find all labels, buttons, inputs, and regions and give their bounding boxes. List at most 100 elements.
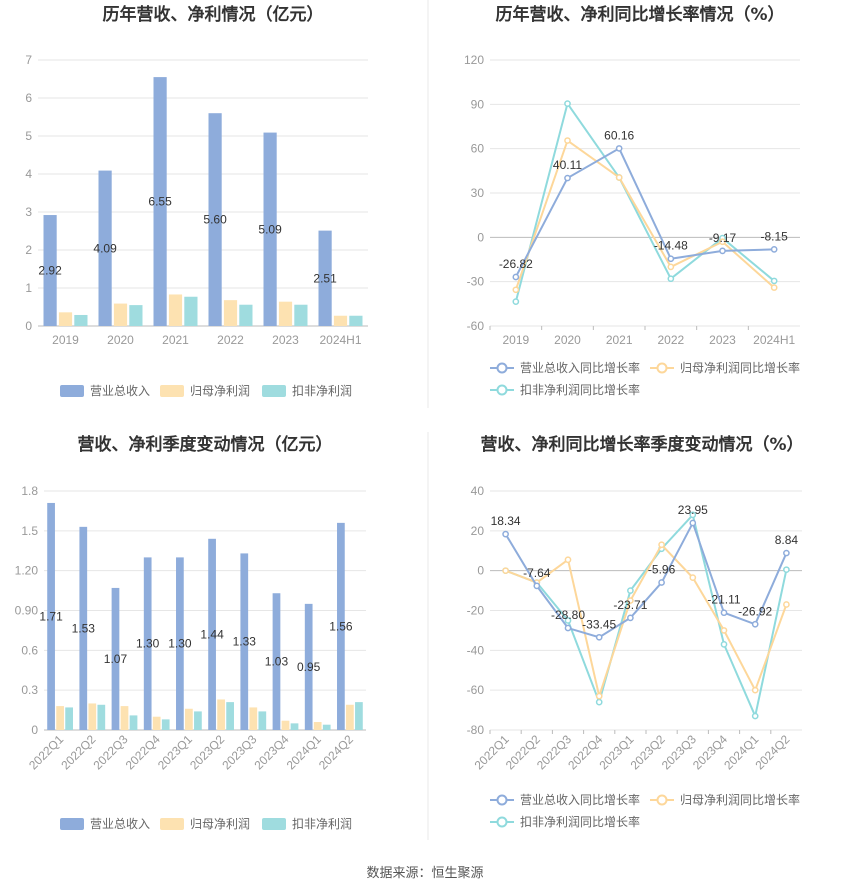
chart-panel-1: 历年营收、净利情况（亿元） 0 1 2 3 4 5 6 7 2019 2020 2021 2022 202… (25, 4, 368, 398)
legend-label: 营业总收入同比增长率 (520, 792, 640, 807)
y-tick-label: 0.90 (15, 604, 39, 618)
legend-label: 营业总收入 (90, 384, 150, 398)
legend-item-3[interactable]: 扣非净利润同比增长率 (490, 814, 640, 829)
series-point-2-2023Q2 (658, 541, 665, 549)
y-tick-label: 20 (471, 524, 485, 538)
bar-1-2022Q2 (79, 526, 88, 730)
x-tick-label: 2023Q4 (252, 732, 292, 772)
y-tick-label: 0.3 (21, 683, 38, 697)
y-tick-label: 1.8 (21, 484, 38, 498)
bar-1-2019 (43, 215, 57, 326)
series-point-2-2024Q2 (783, 601, 790, 608)
y-tick-label: 3 (25, 205, 32, 219)
line-data-label: -14.48 (654, 239, 688, 253)
bar-data-label: 1.71 (39, 609, 63, 623)
y-tick-label: -30 (467, 275, 485, 289)
legend-item-2[interactable]: 归母净利润 (160, 384, 250, 398)
legend-item-1[interactable]: 营业总收入同比增长率 (490, 792, 640, 807)
series-point-1-2024Q1 (751, 620, 759, 628)
line-data-label: -23.71 (613, 598, 647, 612)
series-point-3-2022 (667, 275, 675, 283)
series-point-1-2023 (719, 247, 726, 255)
series-point-1-2020 (564, 174, 571, 182)
y-tick-label: 30 (471, 186, 485, 200)
series-line-3 (505, 512, 788, 720)
line-data-label: 60.16 (604, 128, 634, 142)
legend-swatch-marker (496, 384, 508, 396)
bar-data-label: 1.56 (329, 619, 353, 633)
series-point-2-2022 (667, 263, 675, 271)
legend-swatch-marker (496, 816, 508, 828)
legend-item-3[interactable]: 扣非净利润 (262, 817, 352, 831)
bar-2-2022Q3 (120, 706, 129, 730)
x-tick-label: 2020 (554, 333, 581, 347)
series-point-1-2024Q2 (783, 549, 790, 557)
bar-2-2023 (278, 301, 293, 326)
bar-1-2022 (208, 113, 222, 326)
series-point-2-2022Q3 (564, 556, 572, 564)
bar-2-2023Q1 (185, 708, 193, 730)
series-point-3-2024H1 (770, 277, 778, 285)
series-point-3-2019 (512, 298, 520, 305)
y-tick-label: -60 (467, 683, 485, 697)
series-point-2-2023Q4 (720, 627, 728, 634)
legend-item-1[interactable]: 营业总收入同比增长率 (490, 360, 640, 375)
y-tick-label: -80 (467, 723, 485, 737)
y-tick-label: 60 (471, 142, 485, 156)
bar-2-2019 (58, 312, 73, 326)
chart-panel-4: 营收、净利同比增长率季度变动情况（%）-80-60-40-20020402022… (467, 434, 804, 829)
bar-3-2024H1 (349, 315, 363, 326)
legend-item-3[interactable]: 扣非净利润 (262, 384, 352, 398)
bar-data-label: 1.33 (233, 635, 257, 649)
series-point-3-2022Q3 (564, 617, 572, 624)
bar-1-2023Q2 (208, 538, 216, 730)
y-tick-label: 0 (31, 723, 38, 737)
x-tick-label: 2023Q1 (155, 732, 195, 772)
series-point-1-2023Q2 (658, 579, 665, 586)
bar-3-2024Q1 (322, 724, 331, 730)
bar-data-label: 1.44 (200, 627, 224, 641)
legend-swatch-marker (496, 362, 508, 374)
legend-item-2[interactable]: 归母净利润同比增长率 (650, 792, 800, 807)
bar-data-label: 5.09 (258, 222, 282, 236)
bar-3-2022Q2 (97, 704, 106, 730)
bar-1-2023Q1 (176, 557, 184, 730)
bar-data-label: 5.60 (203, 213, 227, 227)
line-data-label: -9.17 (709, 231, 737, 245)
x-tick-label: 2024H1 (319, 333, 361, 347)
series-line-2 (514, 138, 775, 291)
series-point-1-2023Q3 (689, 519, 697, 527)
y-tick-label: 90 (471, 97, 485, 111)
series-point-2-2023Q1 (627, 597, 634, 604)
bar-1-2024Q1 (304, 603, 313, 730)
bar-1-2023Q3 (240, 553, 249, 730)
y-tick-label: 40 (471, 484, 485, 498)
legend-item-2[interactable]: 归母净利润同比增长率 (650, 360, 800, 375)
legend-item-1[interactable]: 营业总收入 (60, 817, 150, 831)
legend-item-3[interactable]: 扣非净利润同比增长率 (490, 382, 640, 397)
series-point-3-2022Q4 (595, 698, 603, 706)
bar-3-2023Q1 (194, 711, 202, 730)
x-tick-label: 2022Q2 (58, 732, 98, 772)
series-point-3-2024Q2 (783, 566, 790, 574)
series-point-1-2023Q4 (720, 609, 728, 617)
legend-swatch-marker (496, 794, 508, 806)
legend-swatch (160, 385, 184, 397)
legend-label: 扣非净利润 (292, 817, 352, 831)
bar-2-2022 (223, 300, 238, 326)
x-tick-label: 2022Q3 (91, 732, 131, 772)
series-line-1 (514, 147, 775, 278)
bar-2-2022Q2 (88, 703, 97, 730)
bar-data-label: 2.92 (38, 264, 62, 278)
series-point-1-2021 (615, 145, 623, 152)
bar-3-2022Q4 (161, 719, 170, 730)
series-point-2-2021 (615, 174, 623, 181)
legend-label: 归母净利润同比增长率 (680, 792, 800, 807)
x-tick-label: 2024Q2 (316, 732, 356, 772)
legend-item-2[interactable]: 归母净利润 (160, 817, 250, 831)
bar-data-label: 2.51 (313, 271, 337, 285)
bar-2-2023Q2 (217, 699, 225, 730)
x-tick-label: 2019 (502, 333, 529, 347)
legend-item-1[interactable]: 营业总收入 (60, 384, 150, 398)
chart-panel-3: 营收、净利季度变动情况（亿元） 0 0.3 0.6 0.90 1.20 1.5 1.8 2022… (15, 434, 366, 831)
